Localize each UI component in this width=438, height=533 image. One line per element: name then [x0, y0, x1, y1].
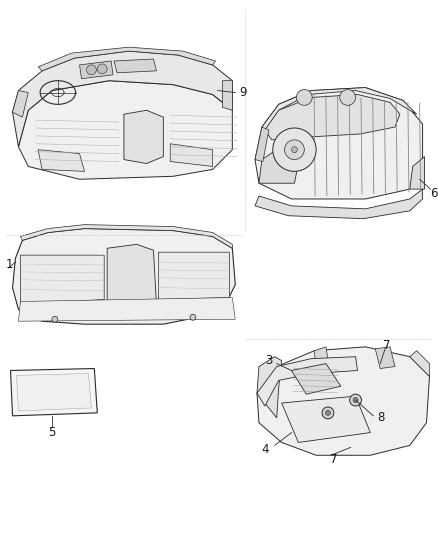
Polygon shape: [265, 94, 400, 140]
Polygon shape: [159, 252, 230, 300]
Circle shape: [86, 65, 96, 75]
Text: 6: 6: [431, 187, 438, 199]
Polygon shape: [282, 396, 371, 442]
Polygon shape: [18, 80, 232, 179]
Polygon shape: [21, 224, 232, 248]
Polygon shape: [80, 61, 113, 79]
Polygon shape: [291, 364, 341, 394]
Polygon shape: [38, 47, 215, 71]
Polygon shape: [38, 150, 85, 172]
Polygon shape: [259, 150, 298, 183]
Polygon shape: [223, 80, 232, 110]
Polygon shape: [13, 229, 235, 324]
Polygon shape: [410, 157, 424, 189]
Polygon shape: [18, 297, 235, 321]
Text: 7: 7: [330, 453, 338, 466]
Text: 8: 8: [377, 411, 385, 424]
Polygon shape: [257, 357, 357, 406]
Text: 4: 4: [261, 443, 269, 456]
Circle shape: [190, 314, 196, 320]
Polygon shape: [13, 51, 232, 147]
Circle shape: [273, 128, 316, 172]
Circle shape: [52, 316, 58, 322]
Circle shape: [350, 394, 361, 406]
Circle shape: [340, 90, 356, 106]
Polygon shape: [410, 351, 430, 376]
Polygon shape: [255, 127, 269, 161]
Polygon shape: [255, 87, 423, 199]
Circle shape: [285, 140, 304, 159]
Circle shape: [325, 410, 330, 415]
Circle shape: [297, 90, 312, 106]
Text: 9: 9: [239, 86, 247, 99]
Polygon shape: [170, 144, 212, 166]
Text: 1: 1: [6, 257, 13, 271]
Circle shape: [291, 147, 297, 152]
Polygon shape: [255, 189, 423, 219]
Polygon shape: [107, 244, 156, 311]
Circle shape: [97, 64, 107, 74]
Polygon shape: [114, 59, 156, 73]
Text: 7: 7: [383, 340, 391, 352]
Polygon shape: [11, 368, 97, 416]
Polygon shape: [17, 374, 92, 411]
Circle shape: [353, 398, 358, 402]
Polygon shape: [375, 347, 395, 368]
Polygon shape: [21, 255, 104, 304]
Text: 3: 3: [265, 354, 273, 367]
Polygon shape: [124, 110, 163, 164]
Polygon shape: [257, 357, 282, 418]
Circle shape: [322, 407, 334, 419]
Polygon shape: [259, 87, 417, 159]
Polygon shape: [257, 347, 430, 455]
Polygon shape: [314, 347, 331, 382]
Text: 5: 5: [48, 426, 56, 439]
Polygon shape: [13, 91, 28, 117]
